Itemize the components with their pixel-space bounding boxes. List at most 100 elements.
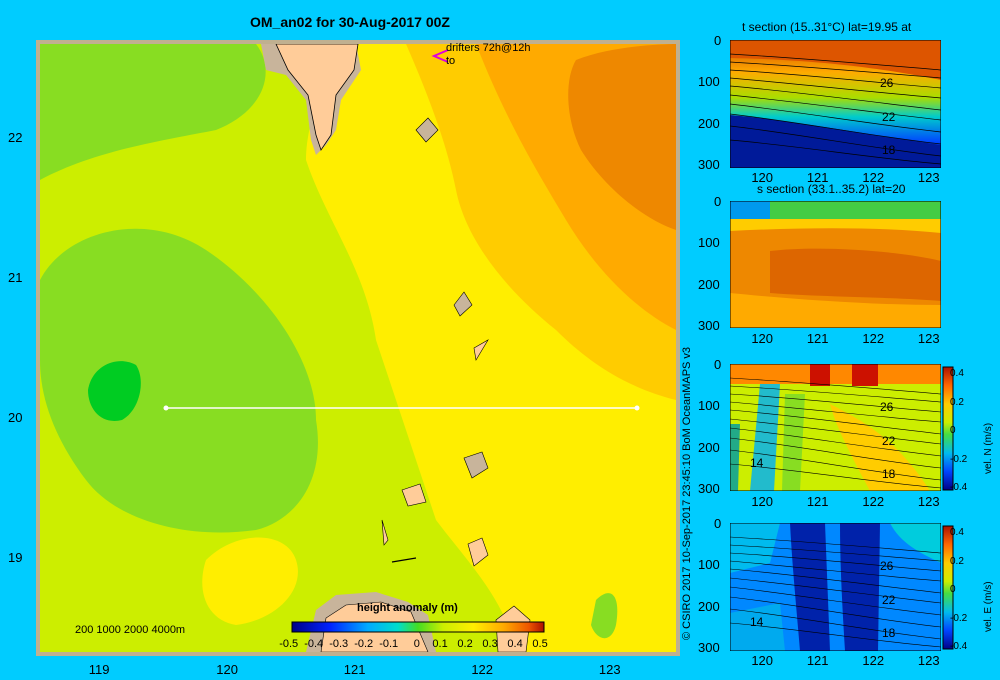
panel-y-tick-label: 200	[698, 598, 720, 614]
contour-label: 22	[882, 434, 896, 448]
colorbar-tick-label: 0.1	[432, 638, 448, 650]
panel-y-tick-label: 100	[698, 74, 720, 90]
panel-colorbar-tick-label: -0.4	[950, 641, 968, 652]
island-5	[401, 483, 427, 507]
panel-y-tick-label: 300	[698, 318, 720, 333]
panel-x-tick-label: 123	[917, 494, 940, 509]
land-taiwan	[275, 44, 359, 151]
field-green-topleft	[40, 44, 266, 180]
credit-text: © CSIRO 2017 10-Sep-2017 23:45:10 BoM Oc…	[681, 346, 693, 640]
island-6	[467, 537, 489, 567]
contour-label: 14	[750, 456, 764, 470]
colorbar-tick-label: 0.3	[482, 638, 498, 650]
velocity-n-contours	[730, 377, 941, 489]
contour-label: 26	[880, 559, 894, 573]
panel-y-tick-label: 100	[698, 235, 720, 251]
contour-label: 26	[880, 400, 894, 414]
panel-colorbar-tick-label: -0.2	[950, 453, 968, 465]
panel-y-tick-label: 300	[698, 481, 720, 496]
height-anomaly-colorbar	[291, 621, 545, 633]
salinity-section-panel[interactable]	[730, 201, 941, 328]
colorbar-tick-label: -0.3	[329, 638, 349, 650]
contour-label: 22	[882, 110, 896, 124]
contour-label: 22	[882, 593, 896, 607]
panel-x-tick-label: 121	[806, 494, 829, 509]
velocity-north-colorbar-label: vel. N (m/s)	[983, 422, 994, 474]
panel-x-tick-label: 120	[751, 494, 774, 509]
panel-colorbar-tick-label: 0	[950, 584, 956, 595]
temperature-contours	[730, 53, 941, 165]
colorbar-tick-label: 0.5	[532, 638, 548, 650]
velocity-e-contours	[730, 536, 941, 648]
colorbar-tick-label: 0.2	[457, 638, 473, 650]
panel-x-tick-label: 123	[917, 331, 940, 346]
panel-y-tick-label: 0	[714, 33, 722, 48]
velocity-east-section-panel[interactable]	[730, 523, 941, 651]
panel-y-tick-label: 100	[698, 398, 720, 414]
drifters-to: to	[446, 55, 456, 67]
colorbar-tick-label: -0.4	[304, 638, 324, 650]
drifters-label: drifters 72h@12h	[446, 42, 531, 54]
panel-colorbar-tick-label: -0.2	[950, 612, 968, 624]
island-1	[415, 117, 439, 143]
island-7	[381, 519, 389, 546]
depth-legend: 200 1000 2000 4000m	[75, 624, 186, 636]
colorbar-tick-label: -0.5	[279, 638, 299, 650]
main-x-tick-label: 120	[216, 662, 238, 677]
field-yellow-patch	[202, 537, 298, 625]
panel-x-tick-label: 121	[806, 331, 829, 346]
field-dark-orange	[568, 44, 676, 230]
panel-x-tick-label: 123	[917, 170, 940, 185]
panel-colorbar-tick-label: -0.4	[950, 482, 968, 493]
panel-y-tick-label: 200	[698, 439, 720, 455]
contour-label: 18	[882, 467, 896, 481]
main-title: OM_an02 for 30-Aug-2017 00Z	[250, 14, 450, 30]
panel-x-tick-label: 122	[862, 170, 885, 185]
panel-colorbar-tick-label: 0.2	[950, 396, 964, 408]
velocity-north-section-panel[interactable]	[730, 364, 941, 491]
panel-y-tick-label: 0	[714, 194, 722, 209]
contour-label: 18	[882, 143, 896, 157]
velocity-north-colorbar	[942, 366, 954, 491]
main-y-tick-label: 21	[8, 270, 23, 285]
main-x-tick-label: 122	[471, 662, 494, 677]
contour-label: 26	[880, 76, 894, 90]
panel-x-tick-label: 123	[917, 653, 940, 668]
panel-colorbar-tick-label: 0	[950, 425, 956, 436]
drifter-arrow-icon	[431, 49, 449, 63]
panel-y-tick-label: 0	[714, 516, 722, 531]
main-y-tick-label: 20	[8, 410, 23, 425]
section-line-start	[163, 405, 169, 411]
panel-y-tick-label: 200	[698, 115, 720, 131]
contour-label: 14	[750, 615, 764, 629]
main-y-tick-label: 19	[8, 550, 23, 565]
colorbar-tick-label: 0	[413, 638, 420, 650]
panel-colorbar-tick-label: 0.4	[950, 368, 964, 379]
colorbar-tick-label: 0.4	[507, 638, 523, 650]
colorbar-tick-label: -0.1	[379, 638, 399, 650]
panel-colorbar-tick-label: 0.2	[950, 555, 964, 567]
section-line-end	[634, 405, 640, 411]
panel-y-tick-label: 200	[698, 276, 720, 292]
velocity-east-colorbar	[942, 525, 954, 650]
colorbar-title: height anomaly (m)	[357, 602, 458, 614]
panel-x-tick-label: 121	[806, 170, 829, 185]
island-4	[463, 451, 489, 479]
main-y-tick-label: 22	[8, 130, 23, 145]
temperature-section-panel[interactable]	[730, 40, 941, 168]
panel-x-tick-label: 120	[751, 653, 774, 668]
island-3	[473, 339, 489, 361]
panel-x-tick-label: 120	[751, 331, 774, 346]
panel-colorbar-tick-label: 0.4	[950, 527, 964, 538]
panel-2-title: s section (33.1..35.2) lat=20	[757, 182, 906, 196]
panel-x-tick-label: 120	[751, 170, 774, 185]
main-x-tick-label: 123	[598, 662, 621, 677]
panel-1-title: t section (15..31°C) lat=19.95 at	[742, 20, 912, 34]
island-2	[453, 291, 473, 317]
main-x-tick-label: 121	[343, 662, 366, 677]
panel-y-tick-label: 0	[714, 357, 722, 372]
panel-y-tick-label: 300	[698, 157, 720, 172]
height-anomaly-map[interactable]	[36, 40, 680, 656]
velocity-east-colorbar-label: vel. E (m/s)	[983, 581, 994, 632]
panel-y-tick-label: 100	[698, 557, 720, 573]
